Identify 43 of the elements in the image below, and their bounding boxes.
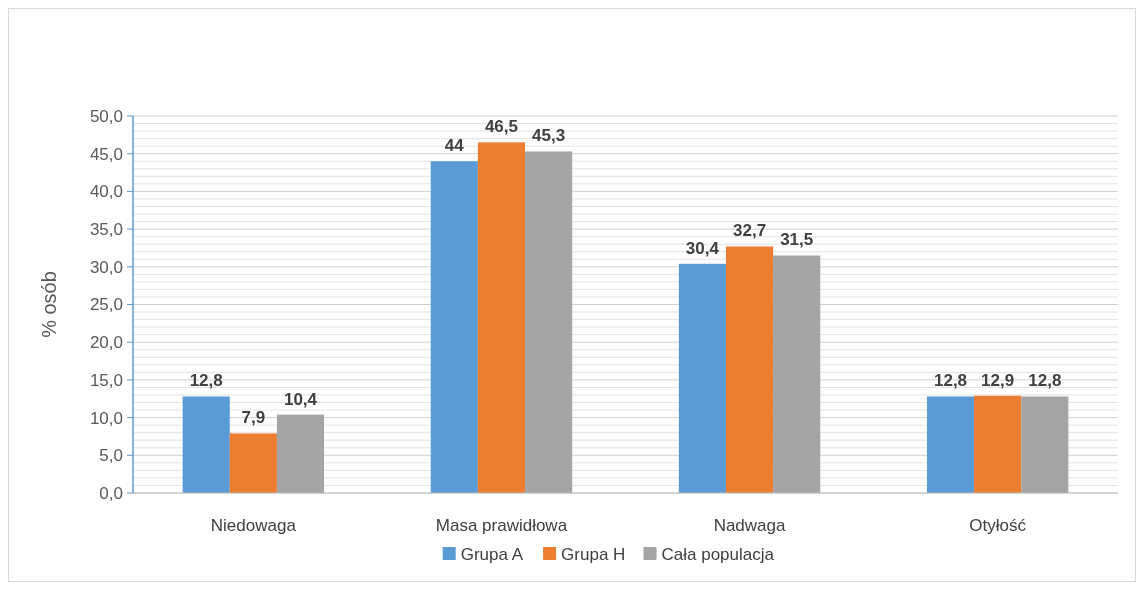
bar bbox=[773, 255, 821, 493]
y-tick-label: 25,0 bbox=[89, 295, 123, 315]
bar bbox=[926, 396, 975, 493]
bar bbox=[276, 414, 325, 493]
data-label: 7,9 bbox=[241, 408, 266, 428]
bar bbox=[1021, 396, 1069, 493]
bar bbox=[229, 433, 277, 493]
data-label: 31,5 bbox=[780, 230, 814, 250]
bar bbox=[182, 396, 230, 493]
x-tick-label: Otyłość bbox=[969, 516, 1027, 535]
data-label: 10,4 bbox=[283, 389, 318, 409]
y-tick-label: 15,0 bbox=[89, 370, 123, 390]
bar bbox=[525, 151, 573, 493]
data-label: 12,9 bbox=[981, 370, 1015, 390]
y-tick-label: 5,0 bbox=[99, 446, 123, 466]
data-label: 44 bbox=[444, 136, 465, 156]
data-label: 12,8 bbox=[1028, 371, 1062, 391]
y-tick-label: 40,0 bbox=[89, 182, 123, 202]
legend-label: Grupa A bbox=[460, 544, 524, 564]
x-tick-label: Masa prawidłowa bbox=[435, 516, 568, 535]
data-label: 12,8 bbox=[933, 371, 968, 391]
legend-label: Cała populacja bbox=[661, 544, 775, 564]
x-tick-label: Niedowaga bbox=[210, 516, 297, 535]
data-label: 46,5 bbox=[484, 117, 518, 137]
bar bbox=[477, 142, 526, 493]
y-tick-label: 10,0 bbox=[89, 408, 123, 428]
bar bbox=[430, 161, 478, 493]
data-label: 32,7 bbox=[733, 221, 767, 241]
y-tick-label: 20,0 bbox=[89, 333, 123, 353]
bar bbox=[974, 395, 1022, 493]
y-axis-title: % osób bbox=[38, 271, 60, 338]
data-label: 30,4 bbox=[685, 238, 720, 258]
x-tick-label: Nadwaga bbox=[713, 516, 787, 535]
y-tick-label: 45,0 bbox=[89, 144, 123, 164]
y-tick-label: 35,0 bbox=[89, 220, 123, 240]
data-label: 12,8 bbox=[189, 371, 223, 391]
bar bbox=[725, 246, 774, 493]
y-tick-label: 50,0 bbox=[89, 106, 123, 126]
y-tick-label: 0,0 bbox=[99, 483, 123, 503]
legend-label: Grupa H bbox=[561, 544, 626, 564]
data-label: 45,3 bbox=[532, 126, 566, 146]
bar bbox=[678, 263, 726, 493]
y-tick-label: 30,0 bbox=[89, 257, 123, 277]
